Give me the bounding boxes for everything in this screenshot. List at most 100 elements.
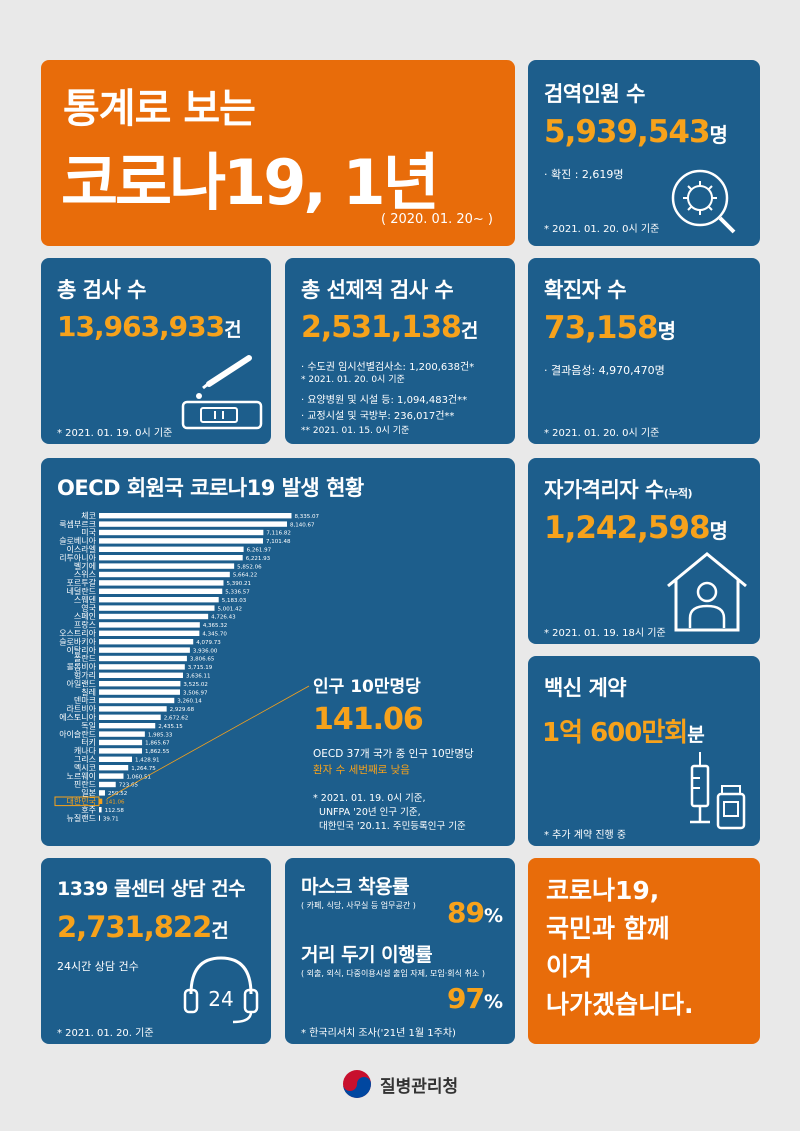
chart-bar: [99, 765, 129, 771]
chart-category-label: 슬로베니아: [59, 536, 96, 546]
callcenter-value: 2,731,822: [57, 910, 212, 944]
mask-title: 마스크 착용률: [301, 876, 410, 898]
chart-category-label: 이탈리아: [67, 645, 97, 655]
confirmed-unit: 명: [657, 319, 677, 343]
chart-category-label: 룩셈부르크: [59, 520, 96, 529]
chart-bar: [99, 664, 185, 670]
preemptive-unit: 건: [460, 320, 479, 342]
chart-category-label: 폴란드: [74, 653, 96, 663]
chart-bar: [99, 689, 180, 695]
callcenter-unit: 건: [211, 920, 229, 942]
chart-category-label: 체코: [81, 510, 96, 520]
chart-bar: [99, 555, 243, 561]
oecd-card: OECD 회원국 코로나19 발생 현황 체코 8,335.07 룩셈부르크 8,14…: [41, 458, 515, 846]
chart-value-label: 4,345.70: [202, 632, 227, 638]
chart-bar: [99, 756, 133, 762]
chart-value-label: 1,862.55: [145, 749, 170, 755]
chart-bar: [99, 521, 288, 527]
chart-value-label: 3,806.65: [190, 657, 215, 663]
selfquarantine-value: 1,242,598: [544, 510, 711, 546]
chart-bar: [99, 588, 223, 594]
hero-title-line1: 통계로 보는: [63, 86, 256, 132]
preemptive-title: 총 선제적 검사 수: [301, 278, 454, 302]
chart-bar: [99, 739, 143, 746]
chart-highlight-box: [54, 796, 100, 807]
chart-value-label: 1,060.51: [126, 774, 151, 780]
chart-category-label: 프랑스: [74, 620, 96, 630]
quarantine-note: * 2021. 01. 20. 0시 기준: [544, 224, 660, 235]
oecd-callout-text1: OECD 37개 국가 중 인구 10만명당: [313, 748, 474, 760]
distancing-value: 97: [446, 982, 485, 1015]
chart-bar: [99, 781, 116, 788]
confirmed-value-row: 73,158명: [544, 310, 676, 346]
mask-sub: ( 카페, 식당, 사무실 등 업무공간 ): [301, 901, 416, 910]
callcenter-title: 1339 콜센터 상담 건수: [57, 878, 246, 900]
chart-bar: [99, 706, 167, 712]
chart-category-label: 핀란드: [74, 779, 96, 789]
chart-value-label: 2,929.68: [170, 707, 195, 713]
chart-category-label: 스페인: [74, 611, 96, 621]
chart-category-label: 이스라엘: [67, 544, 96, 554]
selfquarantine-card: 자가격리자 수(누적) 1,242,598명 * 2021. 01. 19. 1…: [528, 458, 760, 644]
chart-bar: [99, 815, 100, 821]
chart-value-label: 5,001.42: [218, 606, 243, 612]
chart-bar: [99, 697, 175, 704]
quarantine-sub: · 확진 : 2,619명: [544, 168, 624, 181]
callcenter-sub: 24시간 상담 건수: [57, 960, 139, 973]
selfquarantine-value-row: 1,242,598명: [544, 510, 728, 546]
chart-bar: [99, 563, 235, 569]
chart-category-label: 포르투갈: [67, 579, 97, 588]
oecd-source3: 대한민국 '20.11. 주민등록인구 기준: [319, 821, 466, 832]
quarantine-value: 5,939,543: [544, 114, 711, 150]
closing-line1: 코로나19,: [546, 876, 660, 905]
tests-title: 총 검사 수: [57, 278, 146, 302]
chart-category-label: 라트비아: [67, 704, 97, 714]
chart-value-label: 1,865.67: [145, 741, 170, 747]
chart-value-label: 1,264.75: [131, 766, 156, 772]
vaccine-title: 백신 계약: [544, 676, 627, 700]
oecd-callout-value: 141.06: [313, 702, 424, 737]
chart-category-label: 오스트리아: [59, 628, 96, 638]
oecd-callout-text2: 환자 수 세번째로 낮음: [313, 764, 410, 776]
tests-unit: 건: [224, 319, 242, 341]
chart-value-label: 6,221.93: [246, 556, 271, 562]
quarantine-value-row: 5,939,543명: [544, 114, 728, 150]
mask-pct: %: [483, 905, 503, 927]
selfquarantine-title: 자가격리자 수: [544, 478, 664, 502]
chart-bar: [99, 580, 224, 586]
house-person-icon: [667, 552, 747, 632]
hero-card: 통계로 보는 코로나19, 1년 ( 2020. 01. 20~ ): [41, 60, 515, 246]
chart-value-label: 39.71: [103, 816, 119, 822]
chart-bar: [99, 605, 215, 611]
chart-value-label: 5,336.57: [225, 590, 250, 596]
tests-card: 총 검사 수 13,963,933건 * 2021. 01. 19. 0시 기준: [41, 258, 271, 444]
chart-bar-highlight: [99, 798, 103, 804]
chart-category-label: 네덜란드: [67, 586, 96, 596]
distancing-pct: %: [483, 991, 503, 1013]
tests-value-row: 13,963,933건: [57, 310, 242, 343]
mask-value: 89: [446, 896, 485, 929]
mask-card: 마스크 착용률 ( 카페, 식당, 사무실 등 업무공간 ) 89% 거리 두기…: [285, 858, 515, 1044]
chart-value-label: 5,390.21: [226, 581, 251, 587]
hero-title-line2: 코로나19, 1년: [61, 146, 440, 219]
virus-magnifier-icon: [671, 169, 736, 234]
callcenter-card: 1339 콜센터 상담 건수 2,731,822건 24시간 상담 건수 24 …: [41, 858, 271, 1044]
confirmed-title: 확진자 수: [544, 278, 627, 302]
preemptive-value-row: 2,531,138건: [301, 310, 478, 345]
agency-name: 질병관리청: [380, 1076, 459, 1097]
test-kit-icon: [181, 355, 263, 430]
distancing-title: 거리 두기 이행률: [301, 944, 433, 966]
chart-bar: [99, 639, 194, 645]
chart-value-label: 4,365.32: [203, 623, 228, 629]
chart-category-label: 스웨덴: [74, 594, 96, 604]
chart-bar: [99, 790, 105, 796]
chart-value-label: 8,140.67: [290, 522, 315, 528]
oecd-title: OECD 회원국 코로나19 발생 현황: [57, 476, 364, 500]
chart-bar: [99, 672, 183, 678]
preemptive-line3: · 교정시설 및 국방부: 236,017건**: [301, 411, 455, 422]
headset-24-label: 24: [208, 987, 233, 1011]
preemptive-line1: · 수도권 임시선별검사소: 1,200,638건*: [301, 362, 475, 373]
chart-category-label: 스위스: [74, 570, 96, 579]
chart-category-label: 캐나다: [74, 747, 97, 756]
chart-category-label: 미국: [81, 528, 96, 537]
